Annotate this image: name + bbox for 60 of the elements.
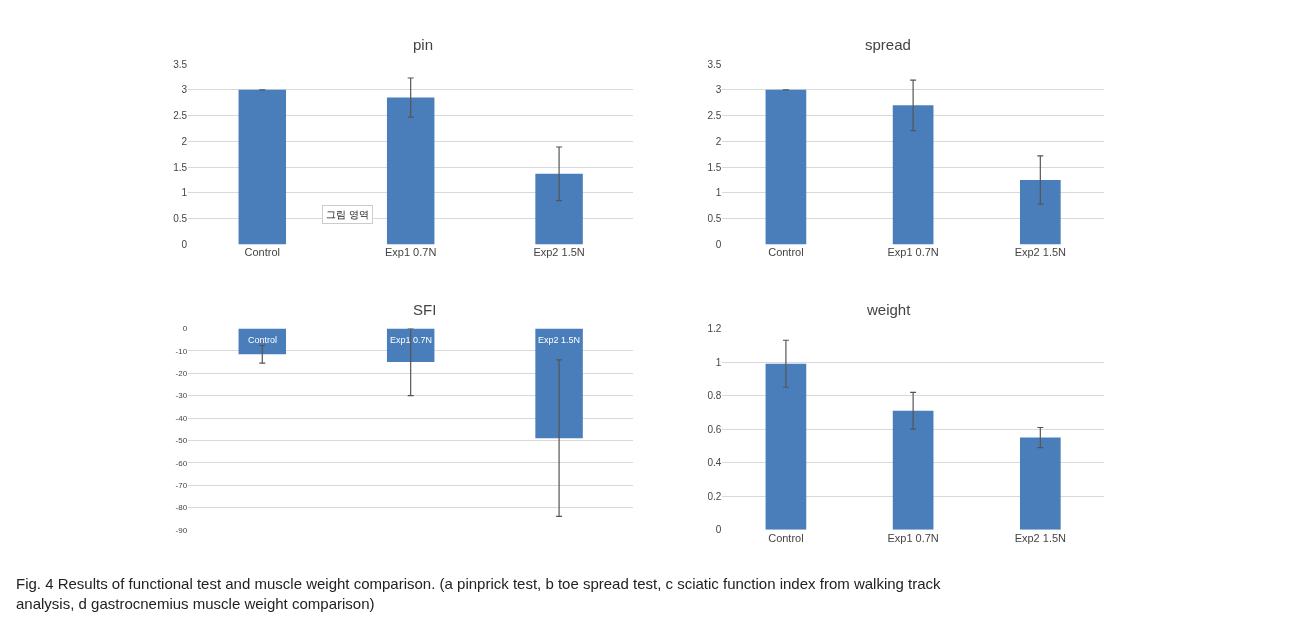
bar — [765, 363, 807, 530]
bar — [1019, 179, 1061, 245]
annotation: 그림 영역 — [326, 209, 370, 220]
bar — [238, 89, 287, 245]
y-tick-label: 2 — [181, 135, 188, 147]
y-tick-label: -70 — [175, 480, 188, 490]
chart-title: pin — [413, 36, 434, 53]
y-tick-label: 0.4 — [707, 457, 722, 469]
x-tick-label: Exp1 0.7N — [887, 246, 939, 259]
chart-title: spread — [865, 36, 911, 53]
y-tick-label: 0 — [181, 238, 188, 250]
bar — [535, 173, 583, 245]
x-tick-label: Control — [248, 335, 278, 345]
y-tick-label: 0 — [715, 524, 722, 536]
y-tick-label: -10 — [175, 346, 188, 356]
y-tick-label: -60 — [175, 458, 188, 468]
x-tick-label: Exp2 1.5N — [533, 246, 585, 259]
caption: Fig. 4 Results of functional test and muscle weight comparison. (a pinprick test, b toe spread test, c sciatic function index from walking track analysis, d gastrocnemius muscle weight comparison) — [16, 575, 942, 612]
y-tick-label: 0.5 — [173, 213, 188, 225]
bar — [892, 105, 934, 245]
bar — [765, 89, 807, 245]
y-tick-label: 1 — [715, 356, 722, 368]
x-tick-label: Exp1 0.7N — [390, 335, 433, 345]
x-tick-label: Exp2 1.5N — [1014, 246, 1067, 259]
y-tick-label: 0 — [182, 324, 188, 334]
y-tick-label: 1.2 — [707, 323, 722, 335]
x-tick-label: Exp1 0.7N — [384, 246, 437, 259]
y-tick-label: 0.5 — [707, 213, 722, 225]
y-tick-label: -40 — [175, 413, 188, 423]
y-tick-label: -20 — [175, 369, 188, 379]
bar — [386, 97, 435, 245]
x-tick-label: Control — [768, 246, 804, 259]
y-tick-label: 2 — [715, 135, 722, 147]
y-tick-label: 1 — [181, 187, 188, 199]
y-tick-label: 2.5 — [173, 110, 188, 122]
y-tick-label: -30 — [175, 391, 188, 401]
chart-title: SFI — [413, 301, 437, 318]
x-tick-label: Exp2 1.5N — [1014, 531, 1067, 544]
y-tick-label: -80 — [175, 503, 188, 513]
y-tick-label: 1.5 — [707, 161, 722, 173]
y-tick-label: -50 — [175, 436, 188, 446]
y-tick-label: 3 — [181, 84, 188, 96]
y-tick-label: 0.2 — [707, 490, 722, 502]
y-tick-label: 3 — [715, 84, 722, 96]
x-tick-label: Control — [244, 246, 281, 259]
y-tick-label: 3.5 — [707, 58, 722, 70]
y-tick-label: -90 — [175, 525, 188, 535]
y-tick-label: 1.5 — [173, 161, 188, 173]
y-tick-label: 2.5 — [707, 110, 722, 122]
y-tick-label: 0.8 — [707, 390, 722, 402]
y-tick-label: 0.6 — [707, 423, 722, 435]
x-tick-label: Control — [768, 531, 804, 544]
y-tick-label: 3.5 — [173, 58, 188, 70]
y-tick-label: 1 — [715, 187, 722, 199]
chart-title: weight — [866, 301, 912, 318]
y-tick-label: 0 — [715, 238, 722, 250]
x-tick-label: Exp2 1.5N — [538, 335, 581, 345]
bar — [1019, 437, 1061, 530]
x-tick-label: Exp1 0.7N — [887, 531, 939, 544]
bar — [892, 410, 934, 530]
